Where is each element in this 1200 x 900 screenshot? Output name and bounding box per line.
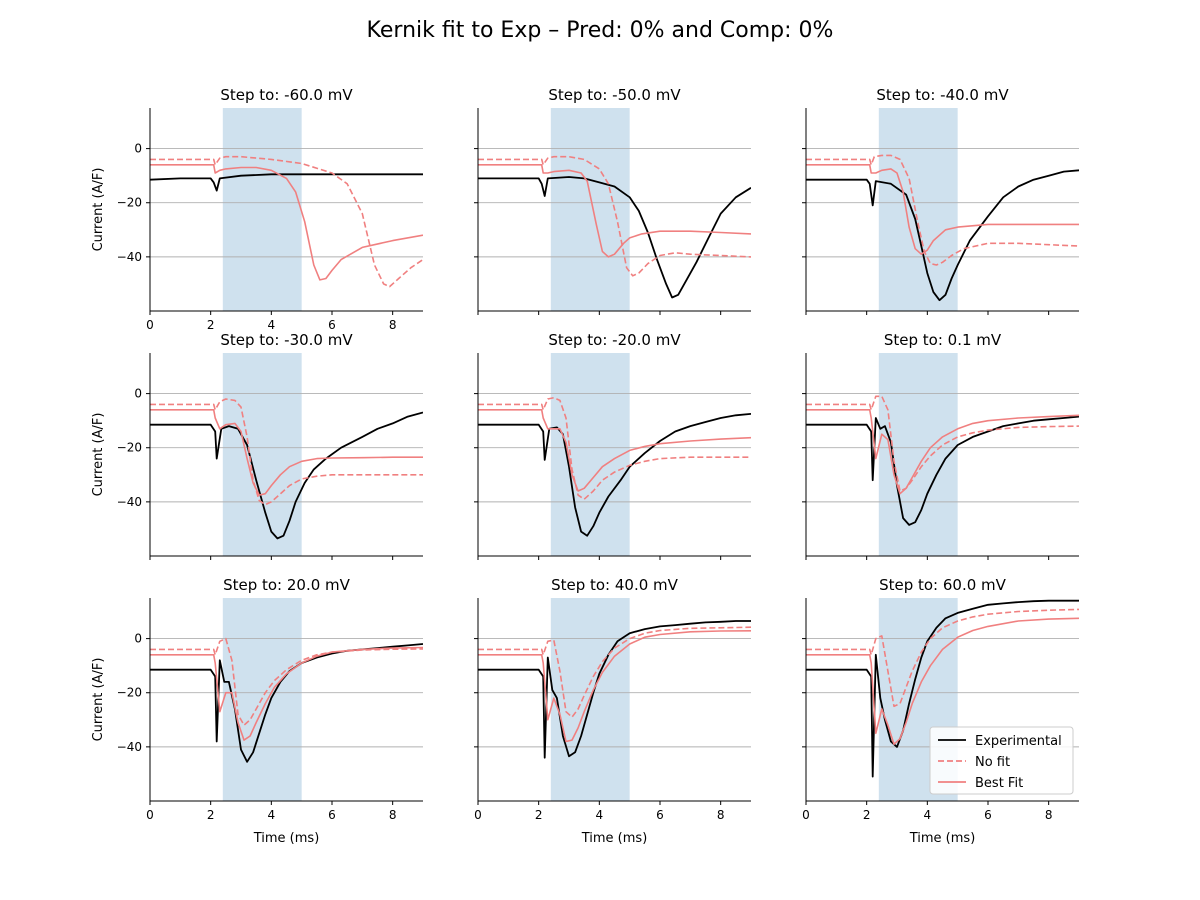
panels-container: 0 2 4 6 8 0 −20 −40 Step to: -60.0 mV Current (A/… [91, 86, 1079, 846]
series-line-experimental [806, 415, 1079, 526]
x-tick-label: 0 [146, 318, 154, 332]
x-tick-label: 6 [984, 808, 992, 822]
x-tick-label: 2 [535, 808, 543, 822]
y-tick-label: 0 [134, 387, 142, 401]
legend-label: No fit [975, 755, 1010, 770]
series-line-best-fit [150, 646, 423, 741]
x-tick-label: 8 [389, 318, 397, 332]
panel-6: Step to: 0.1 mV [802, 331, 1079, 560]
series-line-experimental [806, 599, 1079, 778]
x-tick-label: 0 [802, 808, 810, 822]
y-axis-label: Current (A/F) [91, 413, 106, 497]
x-axis-label: Time (ms) [581, 831, 648, 846]
x-tick-label: 2 [863, 808, 871, 822]
x-tick-label: 6 [328, 808, 336, 822]
series-line-best-fit [150, 408, 423, 496]
figure-suptitle: Kernik fit to Exp – Pred: 0% and Comp: 0… [367, 18, 834, 43]
series-line-best-fit [806, 408, 1079, 495]
panel-2: Step to: -50.0 mV [474, 86, 751, 315]
y-tick-label: −40 [117, 740, 142, 754]
panel-7: 0 2 4 6 8 0 −20 −40 Step to: 20.0 mV Current (A/F… [91, 576, 423, 846]
legend-box [929, 726, 1074, 795]
y-axis-label: Current (A/F) [91, 168, 106, 252]
shaded-span [878, 108, 958, 311]
series-line-experimental [806, 169, 1079, 302]
y-tick-label: −20 [117, 441, 142, 455]
panel-8: 0 2 4 6 8 Step to: 40.0 mV Time (ms) [474, 576, 751, 846]
shaded-span [550, 353, 630, 556]
series-line-best-fit [806, 617, 1079, 746]
series-group [478, 396, 751, 537]
series-line-no-fit [150, 398, 423, 506]
series-line-no-fit [478, 155, 751, 277]
y-tick-label: −40 [117, 495, 142, 509]
shaded-span [222, 108, 302, 311]
y-tick-label: −40 [117, 250, 142, 264]
x-tick-label: 8 [717, 808, 725, 822]
series-line-best-fit [478, 164, 751, 258]
series-group [478, 620, 751, 759]
series-line-no-fit [806, 395, 1079, 492]
series-line-best-fit [478, 408, 751, 492]
panel-title: Step to: -50.0 mV [548, 86, 681, 104]
x-tick-label: 2 [207, 318, 215, 332]
series-line-best-fit [150, 164, 423, 281]
x-tick-label: 4 [268, 808, 276, 822]
series-group [806, 599, 1079, 778]
panel-title: Step to: -20.0 mV [548, 331, 681, 349]
x-tick-label: 6 [656, 808, 664, 822]
x-tick-label: 4 [268, 318, 276, 332]
x-tick-label: 4 [596, 808, 604, 822]
series-line-no-fit [478, 626, 751, 718]
y-tick-label: 0 [134, 142, 142, 156]
series-line-experimental [150, 173, 423, 192]
panel-title: Step to: 60.0 mV [879, 576, 1007, 594]
series-group [806, 154, 1079, 302]
legend-label: Experimental [975, 734, 1062, 749]
panel-4: 0 −20 −40 Step to: -30.0 mV Current (A/F) [91, 331, 423, 560]
series-group [478, 155, 751, 299]
series-line-experimental [478, 413, 751, 537]
panel-5: Step to: -20.0 mV [474, 331, 751, 560]
shaded-span [550, 598, 630, 801]
series-group [806, 395, 1079, 526]
series-line-no-fit [478, 396, 751, 501]
series-line-no-fit [806, 608, 1079, 708]
series-line-no-fit [150, 155, 423, 288]
x-tick-label: 8 [1045, 808, 1053, 822]
panel-title: Step to: -40.0 mV [876, 86, 1009, 104]
legend: Experimental No fit Best Fit [929, 726, 1074, 795]
x-tick-label: 2 [207, 808, 215, 822]
x-tick-label: 8 [389, 808, 397, 822]
x-tick-label: 0 [474, 808, 482, 822]
panel-title: Step to: -60.0 mV [220, 86, 353, 104]
x-tick-label: 4 [924, 808, 932, 822]
series-line-best-fit [478, 630, 751, 743]
series-group [150, 637, 423, 763]
series-group [150, 398, 423, 540]
panel-title: Step to: -30.0 mV [220, 331, 353, 349]
series-line-experimental [478, 620, 751, 759]
panel-3: Step to: -40.0 mV [802, 86, 1079, 315]
y-tick-label: −20 [117, 196, 142, 210]
panel-title: Step to: 20.0 mV [223, 576, 351, 594]
series-line-experimental [150, 411, 423, 540]
panel-title: Step to: 40.0 mV [551, 576, 679, 594]
panel-title: Step to: 0.1 mV [884, 331, 1002, 349]
y-tick-label: 0 [134, 632, 142, 646]
y-axis-label: Current (A/F) [91, 658, 106, 742]
x-tick-label: 6 [328, 318, 336, 332]
shaded-span [222, 353, 302, 556]
x-axis-label: Time (ms) [909, 831, 976, 846]
x-tick-label: 0 [146, 808, 154, 822]
shaded-span [550, 108, 630, 311]
series-group [150, 155, 423, 288]
panel-9: 0 2 4 6 8 Step to: 60.0 mV Time (ms) [802, 576, 1079, 846]
legend-label: Best Fit [975, 776, 1023, 791]
panel-1: 0 2 4 6 8 0 −20 −40 Step to: -60.0 mV Current (A/… [91, 86, 423, 332]
series-line-best-fit [806, 164, 1079, 255]
y-tick-label: −20 [117, 686, 142, 700]
x-axis-label: Time (ms) [253, 831, 320, 846]
